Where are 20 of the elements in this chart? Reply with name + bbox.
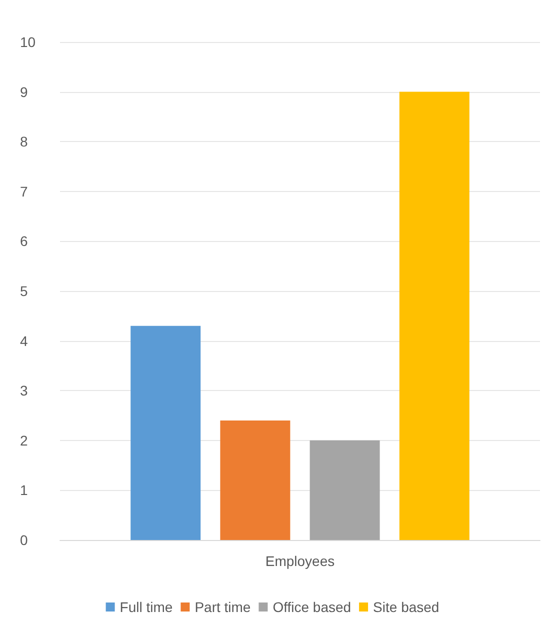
legend-label: Office based [272, 599, 352, 615]
y-tick-label: 8 [20, 134, 28, 150]
y-tick-label: 9 [20, 84, 28, 100]
x-tick-label: Employees [265, 553, 335, 569]
bar [399, 92, 470, 540]
bar [310, 440, 380, 540]
bar [130, 326, 201, 540]
y-tick-label: 4 [20, 332, 28, 349]
bar [220, 420, 290, 540]
y-tick-label: 5 [20, 283, 28, 299]
y-tick-label: 7 [20, 183, 28, 200]
y-tick-label: 6 [20, 233, 28, 250]
y-tick-label: 3 [20, 382, 28, 399]
y-tick-label: 1 [20, 482, 28, 498]
y-tick-label: 0 [20, 532, 28, 548]
legend-label: Site based [373, 599, 440, 615]
y-tick-label: 2 [20, 432, 28, 448]
y-tick-label: 10 [20, 34, 36, 50]
legend-label: Part time [194, 599, 251, 615]
legend-label: Full time [120, 599, 173, 615]
